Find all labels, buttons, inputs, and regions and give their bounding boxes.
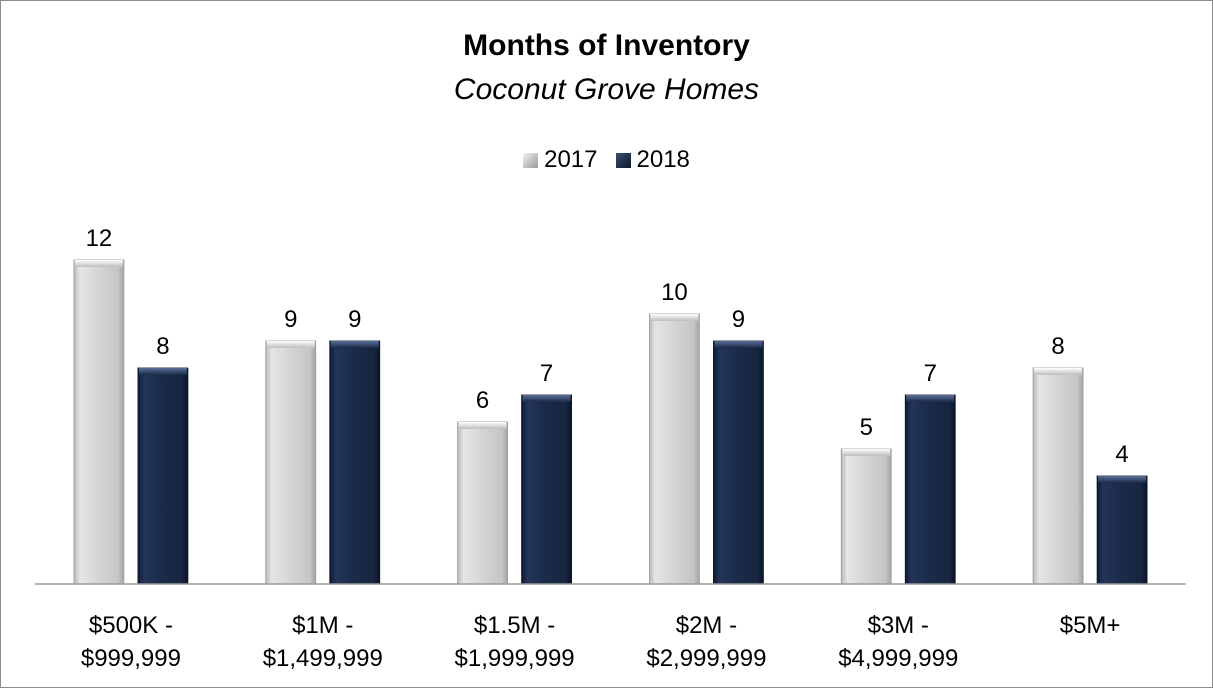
data-label-2018-0: 8 bbox=[156, 333, 169, 360]
bar-2017-5 bbox=[1032, 367, 1084, 585]
data-label-2017-3: 10 bbox=[661, 279, 688, 306]
bar-bevel-2017-2 bbox=[458, 422, 507, 429]
bar-2017-1 bbox=[265, 340, 317, 585]
legend-swatch-2018 bbox=[615, 152, 631, 168]
category-label-3-line-0: $2M - bbox=[676, 612, 737, 639]
bar-2018-2 bbox=[521, 394, 572, 585]
category-label-4-line-0: $3M - bbox=[868, 612, 929, 639]
category-label-1-line-0: $1M - bbox=[292, 612, 353, 639]
bar-2017-0 bbox=[73, 259, 125, 585]
legend-item-2017: 2017 bbox=[523, 146, 598, 174]
legend-item-2018: 2018 bbox=[615, 146, 690, 174]
data-label-2017-1: 9 bbox=[284, 306, 297, 333]
bar-2018-5 bbox=[1096, 475, 1148, 585]
category-label-2-line-0: $1.5M - bbox=[474, 612, 555, 639]
bar-2017-3 bbox=[649, 313, 700, 585]
bar-bevel-2018-5 bbox=[1098, 476, 1147, 483]
category-label-4-line-1: $4,999,999 bbox=[838, 645, 958, 672]
legend-swatch-2017 bbox=[523, 152, 539, 168]
data-label-2017-4: 5 bbox=[860, 414, 873, 441]
category-label-0-line-0: $500K - bbox=[89, 612, 173, 639]
data-label-2017-2: 6 bbox=[476, 387, 489, 414]
bar-bevel-2017-5 bbox=[1034, 368, 1083, 375]
bar-2017-4 bbox=[840, 448, 892, 585]
category-label-0-line-1: $999,999 bbox=[81, 645, 181, 672]
data-label-2017-0: 12 bbox=[86, 225, 113, 252]
bar-2018-3 bbox=[713, 340, 764, 585]
data-label-2018-5: 4 bbox=[1115, 441, 1128, 468]
bar-2018-1 bbox=[329, 340, 381, 585]
data-label-2018-2: 7 bbox=[540, 360, 553, 387]
bar-bevel-2017-4 bbox=[842, 449, 891, 456]
data-label-2018-4: 7 bbox=[924, 360, 937, 387]
legend-label-2018: 2018 bbox=[636, 146, 690, 173]
bar-2018-0 bbox=[137, 367, 189, 585]
chart-subtitle: Coconut Grove Homes bbox=[453, 73, 760, 106]
bar-bevel-2018-3 bbox=[714, 341, 763, 348]
bar-bevel-2018-1 bbox=[330, 341, 379, 348]
bar-bevel-2018-0 bbox=[138, 368, 187, 375]
category-label-2-line-1: $1,999,999 bbox=[455, 645, 575, 672]
data-label-2018-1: 9 bbox=[348, 306, 361, 333]
chart-title: Months of Inventory bbox=[463, 29, 750, 62]
category-label-1-line-1: $1,499,999 bbox=[263, 645, 383, 672]
bar-2018-4 bbox=[904, 394, 956, 585]
bar-bevel-2018-2 bbox=[522, 395, 571, 402]
category-label-5-line-0: $5M+ bbox=[1060, 612, 1121, 639]
bar-bevel-2018-4 bbox=[906, 395, 955, 402]
data-label-2017-5: 8 bbox=[1051, 333, 1064, 360]
legend-label-2017: 2017 bbox=[544, 146, 598, 173]
bar-bevel-2017-1 bbox=[266, 341, 315, 348]
chart-legend: 2017 2018 bbox=[1, 146, 1212, 174]
bar-bevel-2017-0 bbox=[74, 260, 123, 267]
category-label-3-line-1: $2,999,999 bbox=[646, 645, 766, 672]
bar-bevel-2017-3 bbox=[650, 314, 699, 321]
bar-2017-2 bbox=[457, 421, 508, 585]
data-label-2018-3: 9 bbox=[732, 306, 745, 333]
